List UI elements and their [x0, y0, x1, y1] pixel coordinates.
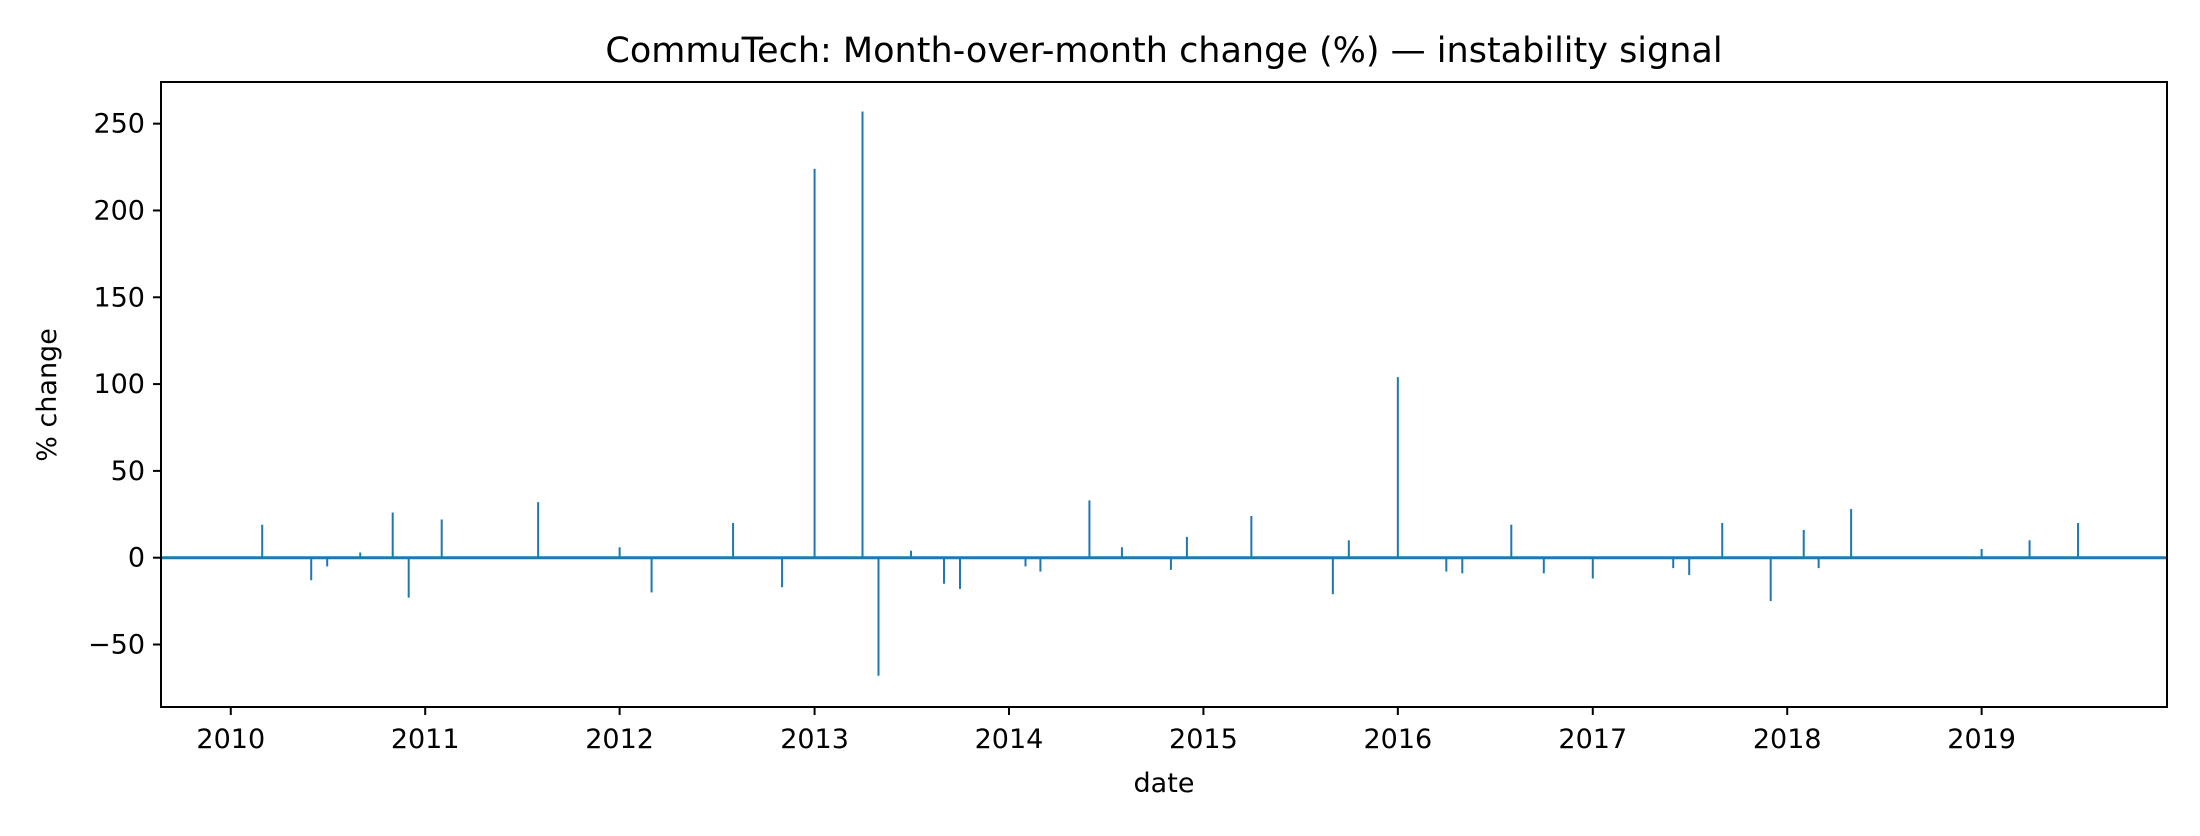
- chart-title: CommuTech: Month-over-month change (%) —…: [605, 31, 1722, 71]
- bar: [2077, 522, 2080, 558]
- x-tick-label: 2014: [975, 724, 1044, 755]
- bar: [1250, 516, 1253, 558]
- x-tick-label: 2011: [391, 724, 460, 755]
- y-tick-label: −50: [88, 630, 145, 661]
- bar: [1347, 540, 1350, 558]
- bar: [1802, 529, 1805, 558]
- bar: [359, 552, 362, 558]
- x-tick-label: 2019: [1947, 724, 2016, 755]
- bar: [1445, 557, 1448, 572]
- y-tick-label: 250: [93, 109, 145, 140]
- bar: [310, 557, 313, 581]
- bar: [1542, 557, 1545, 574]
- bar: [650, 557, 653, 593]
- bar: [391, 512, 394, 558]
- bar: [877, 557, 880, 676]
- bar: [1461, 557, 1464, 574]
- bar: [618, 547, 621, 558]
- bar: [1331, 557, 1334, 595]
- x-tick-label: 2018: [1753, 724, 1822, 755]
- plot-area: [161, 111, 2167, 676]
- bar: [781, 557, 784, 588]
- bar: [1396, 377, 1399, 558]
- plot-frame: [160, 81, 2168, 708]
- bar: [1980, 549, 1983, 558]
- x-axis: 2010 2011 2012 2013 2014 2015 2016 2017 2018 2019: [196, 707, 2016, 755]
- y-tick-label: 150: [93, 282, 145, 313]
- bar: [1039, 557, 1042, 572]
- bar: [1591, 557, 1594, 579]
- bar: [261, 524, 264, 558]
- bar: [1688, 557, 1691, 576]
- bar: [1672, 557, 1675, 569]
- bar: [861, 111, 864, 558]
- x-tick-label: 2013: [780, 724, 849, 755]
- bar: [1120, 547, 1123, 558]
- bar: [1088, 500, 1091, 558]
- bar: [1185, 536, 1188, 558]
- x-tick-label: 2015: [1169, 724, 1238, 755]
- bar: [958, 557, 961, 589]
- x-tick-label: 2016: [1363, 724, 1432, 755]
- bar: [440, 519, 443, 558]
- bar: [1169, 557, 1172, 570]
- x-axis-label: date: [1134, 768, 1195, 799]
- y-axis-label: % change: [32, 328, 63, 462]
- x-tick-label: 2010: [196, 724, 265, 755]
- y-tick-label: 100: [93, 369, 145, 400]
- y-axis: 250 200 150 100 50 0 −50: [88, 109, 161, 661]
- bar: [732, 522, 735, 558]
- x-tick-label: 2017: [1558, 724, 1627, 755]
- bar: [537, 502, 540, 558]
- bar: [1817, 557, 1820, 569]
- bar: [407, 557, 410, 598]
- bar: [2028, 540, 2031, 558]
- bar: [909, 550, 912, 558]
- bar: [1024, 557, 1027, 567]
- bar: [813, 168, 816, 558]
- bar: [326, 557, 329, 567]
- y-tick-label: 0: [128, 543, 145, 574]
- bar: [1510, 524, 1513, 558]
- y-tick-label: 200: [93, 195, 145, 226]
- x-tick-label: 2012: [585, 724, 654, 755]
- y-tick-label: 50: [111, 456, 145, 487]
- bar: [1850, 509, 1853, 558]
- bar: [1721, 522, 1724, 558]
- bar: [1769, 557, 1772, 602]
- bar: [943, 557, 946, 584]
